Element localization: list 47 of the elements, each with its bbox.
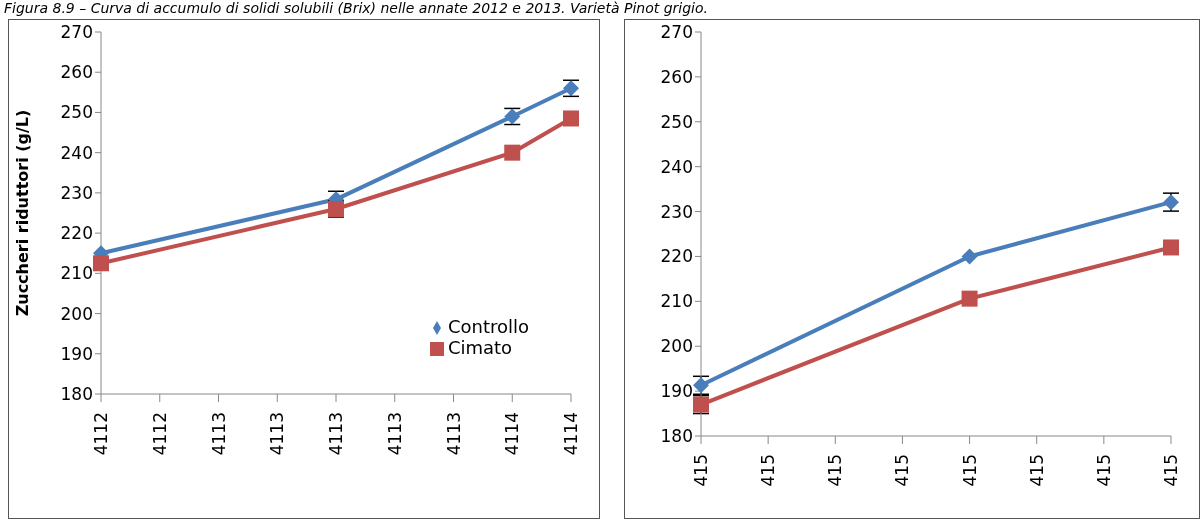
point: [961, 290, 978, 307]
y-tick-label: 270: [660, 22, 693, 43]
point: [93, 255, 109, 272]
x-tick-label: 4113: [384, 412, 405, 456]
chart-title: Figura 8.9 – Curva di accumulo di solidi solubili (Brix) nelle annate 2012 e 2013. Varietà Pinot grigio.: [4, 0, 709, 16]
x-tick-label: 4113: [208, 412, 229, 456]
y-tick-label: 270: [60, 22, 93, 43]
x-tick-label: 415: [691, 454, 711, 487]
y-tick-label: 190: [660, 381, 693, 402]
y-tick-label: 210: [660, 291, 693, 312]
y-tick-label: 220: [660, 246, 693, 267]
x-tick-label: 4114: [502, 412, 523, 456]
x-tick-label: 415: [1161, 454, 1181, 487]
x-tick-label: 415: [825, 454, 846, 487]
y-tick-label: 180: [60, 384, 93, 405]
y-tick-label: 240: [60, 142, 93, 163]
y-tick-label: 250: [660, 111, 693, 132]
x-tick-label: 415: [758, 454, 779, 487]
y-tick-label: 230: [60, 182, 93, 203]
legend-label: Controllo: [447, 316, 529, 337]
y-tick-label: 180: [660, 426, 693, 447]
point: [563, 110, 579, 127]
x-tick-label: 415: [892, 454, 913, 487]
y-tick-label: 230: [660, 201, 693, 222]
y-tick-label: 240: [660, 156, 693, 177]
x-tick-label: 4113: [326, 412, 346, 456]
y-axis-title: Zuccheri riduttori (g/L): [12, 109, 32, 317]
y-tick-label: 190: [60, 343, 93, 364]
y-tick-label: 210: [60, 263, 93, 284]
x-tick-label: 4113: [267, 412, 288, 456]
y-tick-label: 200: [660, 336, 693, 357]
x-tick-label: 415: [1093, 454, 1114, 487]
y-tick-label: 260: [660, 66, 693, 87]
x-tick-label: 415: [1026, 454, 1047, 487]
point: [504, 144, 521, 161]
x-tick-label: 4112: [91, 412, 111, 456]
point: [961, 248, 978, 265]
x-tick-label: 4112: [149, 412, 170, 456]
legend-label: Cimato: [447, 337, 513, 358]
y-tick-label: 200: [60, 303, 93, 324]
x-tick-label: 4113: [443, 412, 464, 456]
x-tick-label: 4114: [561, 412, 581, 456]
point: [1163, 239, 1179, 256]
x-tick-label: 415: [959, 454, 980, 487]
y-tick-label: 260: [60, 62, 93, 83]
y-tick-label: 220: [60, 223, 93, 244]
y-tick-label: 250: [60, 102, 93, 123]
